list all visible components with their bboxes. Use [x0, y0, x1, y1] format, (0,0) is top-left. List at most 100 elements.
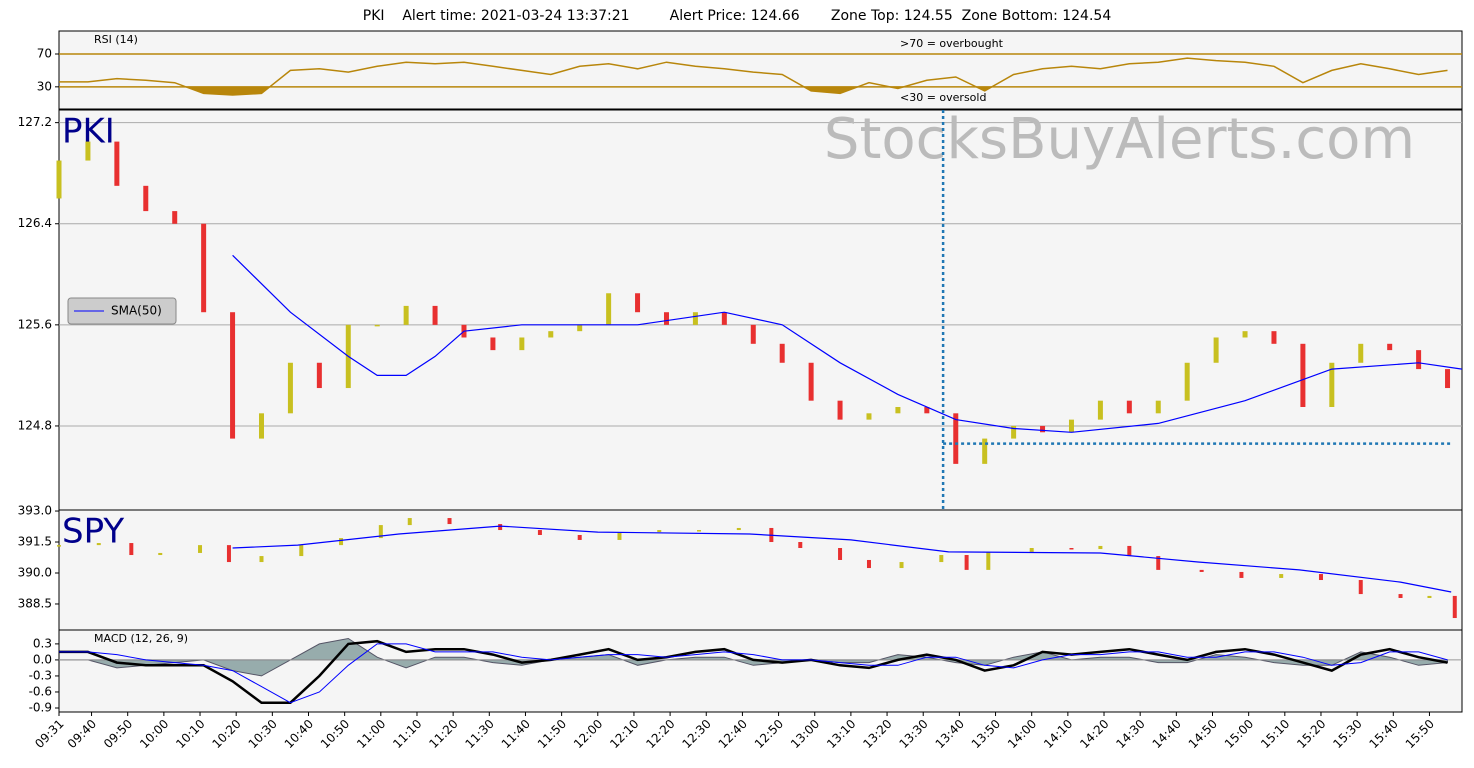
- candle: [1029, 548, 1034, 552]
- candle: [226, 545, 231, 563]
- x-tick-label: 12:50: [752, 717, 786, 751]
- candle: [172, 211, 178, 224]
- candle: [1271, 331, 1277, 344]
- candle: [519, 337, 525, 351]
- y-tick-label: 0.3: [33, 636, 52, 650]
- candle: [1199, 569, 1204, 572]
- y-tick-label: -0.3: [29, 668, 52, 682]
- candle: [1398, 594, 1403, 598]
- candle: [1068, 419, 1074, 433]
- x-tick-label: 15:30: [1330, 717, 1364, 751]
- candle: [798, 542, 803, 549]
- candle: [606, 293, 612, 325]
- candle: [577, 324, 583, 332]
- x-tick-label: 11:00: [354, 717, 388, 751]
- x-tick-label: 12:40: [716, 717, 750, 751]
- candle: [808, 362, 814, 401]
- candle: [1126, 400, 1132, 414]
- candle: [403, 305, 409, 325]
- candle: [1127, 545, 1132, 557]
- candle: [1011, 425, 1017, 439]
- panel-background: [58, 30, 1463, 110]
- oversold-fill: [59, 86, 1448, 95]
- candle: [1239, 571, 1244, 578]
- y-tick-label: 30: [37, 79, 52, 93]
- legend-box: [67, 297, 177, 325]
- candle: [114, 141, 120, 186]
- x-tick-label: 12:00: [571, 717, 605, 751]
- x-tick-label: 11:30: [463, 717, 497, 751]
- x-tick-label: 14:20: [1077, 717, 1111, 751]
- y-tick-label: 393.0: [18, 504, 52, 518]
- candle: [1445, 369, 1451, 389]
- candle: [736, 527, 741, 531]
- x-tick-label: 15:50: [1403, 717, 1437, 751]
- candle: [1097, 400, 1103, 420]
- y-tick-label: -0.9: [29, 700, 52, 714]
- candle: [57, 545, 61, 547]
- x-tick-label: 15:20: [1294, 717, 1328, 751]
- x-tick-label: 11:40: [499, 717, 533, 751]
- x-tick-label: 11:10: [390, 717, 424, 751]
- candle: [96, 543, 101, 546]
- candle: [1427, 595, 1432, 598]
- candle: [617, 532, 622, 540]
- x-tick-label: 11:20: [426, 717, 460, 751]
- candle: [259, 556, 264, 563]
- candle: [201, 223, 207, 313]
- x-tick-label: 10:50: [318, 717, 352, 751]
- candle: [964, 555, 969, 570]
- candle: [258, 413, 264, 439]
- candle: [1358, 580, 1363, 595]
- x-tick-label: 09:31: [32, 717, 66, 751]
- x-tick-label: 12:30: [679, 717, 713, 751]
- candle: [1242, 331, 1248, 338]
- panel-label: SPY: [62, 512, 124, 552]
- y-tick-label: 126.4: [18, 216, 52, 230]
- x-tick-label: 14:10: [1041, 717, 1075, 751]
- candle: [1416, 350, 1422, 370]
- sma-line: [232, 254, 1463, 433]
- y-tick-label: 391.5: [18, 535, 52, 549]
- candle: [697, 530, 702, 532]
- y-tick-label: 388.5: [18, 596, 52, 610]
- candle: [982, 438, 988, 464]
- x-tick-label: 14:40: [1150, 717, 1184, 751]
- candle: [287, 362, 293, 414]
- y-tick-label: 0.0: [33, 652, 52, 666]
- x-tick-label: 11:50: [535, 717, 569, 751]
- x-tick-label: 14:00: [1005, 717, 1039, 751]
- y-tick-label: 124.8: [18, 418, 52, 432]
- x-tick-label: 15:00: [1222, 717, 1256, 751]
- candle: [657, 530, 662, 533]
- annotation: >70 = overbought: [900, 37, 1004, 50]
- candle: [378, 525, 383, 539]
- candle: [866, 413, 872, 420]
- candle: [1279, 574, 1284, 578]
- candle: [1069, 548, 1074, 550]
- x-tick-label: 10:20: [209, 717, 243, 751]
- candle: [837, 400, 843, 420]
- candle: [663, 312, 669, 325]
- panel-background: [58, 109, 1463, 511]
- x-tick-label: 10:40: [282, 717, 316, 751]
- candle: [490, 337, 496, 351]
- candle: [1318, 574, 1323, 581]
- candle: [1156, 556, 1161, 570]
- candle: [895, 406, 901, 414]
- x-tick-label: 09:40: [65, 717, 99, 751]
- sma-line: [232, 525, 1452, 593]
- candle: [230, 312, 236, 439]
- x-tick-label: 13:10: [824, 717, 858, 751]
- y-tick-label: 125.6: [18, 317, 52, 331]
- candle: [129, 543, 134, 556]
- candle: [1213, 337, 1219, 363]
- candle: [924, 406, 930, 414]
- candle: [85, 141, 91, 161]
- y-tick-label: 390.0: [18, 565, 52, 579]
- candle: [316, 362, 322, 389]
- y-tick-label: 127.2: [18, 115, 52, 129]
- x-tick-label: 14:30: [1113, 717, 1147, 751]
- annotation: <30 = oversold: [900, 91, 986, 104]
